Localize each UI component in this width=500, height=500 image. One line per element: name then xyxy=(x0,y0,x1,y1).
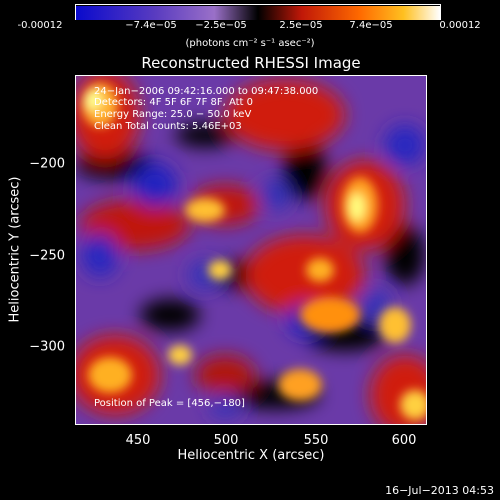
clean-counts-text: Clean Total counts: 5.46E+03 xyxy=(94,121,242,132)
colorbar-tick-label: 7.4e−05 xyxy=(349,20,393,31)
y-tick-label: −200 xyxy=(29,156,65,172)
x-axis-label: Heliocentric X (arcsec) xyxy=(177,448,325,463)
colorbar-tick-label: 0.00012 xyxy=(439,20,481,31)
timestamp-footer: 16−Jul−2013 04:53 xyxy=(385,484,494,497)
y-tick-label: −250 xyxy=(29,248,65,264)
x-tick-label: 450 xyxy=(125,433,151,448)
energy-range-text: Energy Range: 25.0 − 50.0 keV xyxy=(94,109,252,120)
peak-position-text: Position of Peak = [456,−180] xyxy=(94,398,245,409)
colorbar-tick-label: −7.4e−05 xyxy=(125,20,177,31)
colorbar-tick-label: −2.5e−05 xyxy=(195,20,247,31)
x-tick-label: 550 xyxy=(303,433,329,448)
detectors-text: Detectors: 4F 5F 6F 7F 8F, Att 0 xyxy=(94,97,254,108)
colorbar-tick-label: 2.5e−05 xyxy=(279,20,323,31)
colorbar-gradient xyxy=(76,6,440,20)
x-tick-label: 600 xyxy=(391,433,417,448)
colorbar-tick-label: -0.00012 xyxy=(17,20,63,31)
y-axis-label: Heliocentric Y (arcsec) xyxy=(7,176,23,323)
plot-title: Reconstructed RHESSI Image xyxy=(141,54,361,72)
x-tick-label: 500 xyxy=(213,433,239,448)
colorbar xyxy=(75,4,441,20)
y-tick-label: −300 xyxy=(29,339,65,355)
rhessi-image-canvas xyxy=(75,75,427,425)
rhessi-image xyxy=(75,75,427,425)
colorbar-units: (photons cm⁻² s⁻¹ asec⁻²) xyxy=(185,38,315,49)
time-range-text: 24−Jan−2006 09:42:16.000 to 09:47:38.000 xyxy=(94,86,319,97)
